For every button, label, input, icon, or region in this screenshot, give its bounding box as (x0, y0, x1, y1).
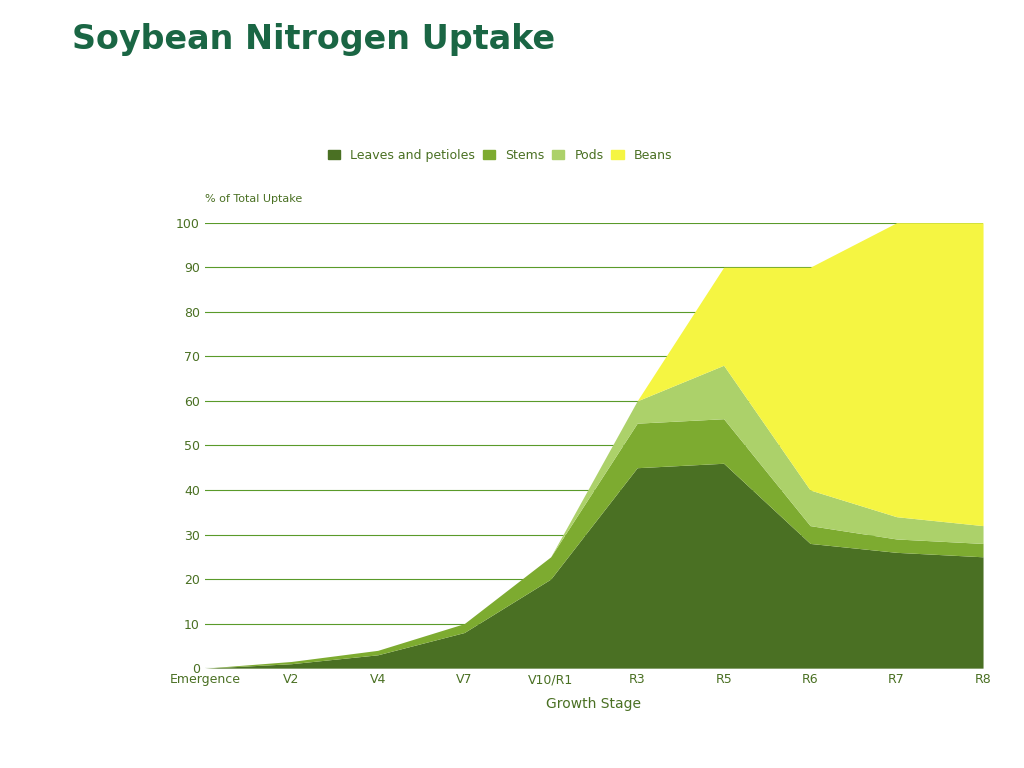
Text: Soybean Nitrogen Uptake: Soybean Nitrogen Uptake (72, 23, 555, 56)
Legend: Leaves and petioles, Stems, Pods, Beans: Leaves and petioles, Stems, Pods, Beans (328, 149, 672, 162)
Text: % of Total Uptake: % of Total Uptake (205, 194, 302, 204)
X-axis label: Growth Stage: Growth Stage (547, 697, 641, 711)
